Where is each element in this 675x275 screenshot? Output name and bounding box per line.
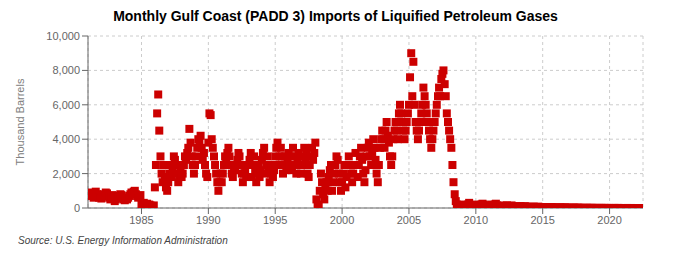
svg-text:10,000: 10,000 bbox=[46, 30, 80, 42]
html-text:Monthly Gulf Coast (PADD 3) Im: Monthly Gulf Coast (PADD 3) Imports of L… bbox=[113, 8, 558, 24]
svg-text:1985: 1985 bbox=[129, 214, 153, 226]
svg-text:0: 0 bbox=[74, 202, 80, 214]
svg-text:4,000: 4,000 bbox=[52, 133, 80, 145]
svg-text:2005: 2005 bbox=[397, 214, 421, 226]
svg-text:2010: 2010 bbox=[464, 214, 488, 226]
svg-text:1995: 1995 bbox=[263, 214, 287, 226]
svg-text:2000: 2000 bbox=[330, 214, 354, 226]
svg-text:2015: 2015 bbox=[530, 214, 554, 226]
svg-text:1990: 1990 bbox=[196, 214, 220, 226]
svg-text:2020: 2020 bbox=[597, 214, 621, 226]
svg-text:6,000: 6,000 bbox=[52, 99, 80, 111]
svg-text:8,000: 8,000 bbox=[52, 64, 80, 76]
html-text:Source: U.S. Energy Informatio: Source: U.S. Energy Information Administ… bbox=[18, 235, 228, 246]
svg-text:Thousand Barrels: Thousand Barrels bbox=[14, 78, 26, 165]
svg-text:2,000: 2,000 bbox=[52, 168, 80, 180]
